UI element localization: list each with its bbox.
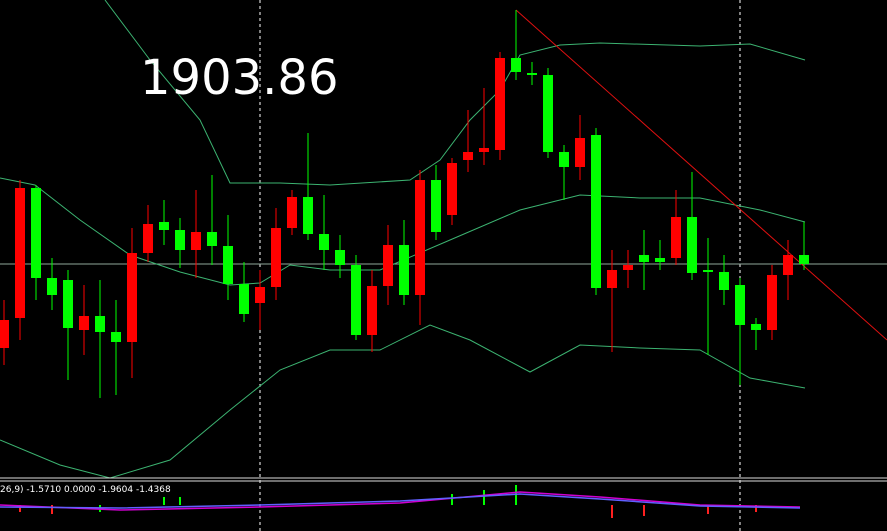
candle-body — [767, 275, 777, 330]
candles — [0, 10, 809, 398]
candle-body — [511, 58, 521, 72]
candle-body — [111, 332, 121, 342]
candle-body — [287, 197, 297, 228]
candle-body — [559, 152, 569, 167]
candle-body — [79, 316, 89, 330]
candle-body — [335, 250, 345, 265]
candle-body — [351, 265, 361, 335]
candle-body — [383, 245, 393, 286]
candle-body — [127, 253, 137, 342]
candle-body — [527, 73, 537, 75]
candle-body — [255, 287, 265, 303]
candle-body — [479, 148, 489, 152]
candle-body — [495, 58, 505, 150]
candle-body — [591, 135, 601, 288]
candle-body — [223, 246, 233, 284]
candle-body — [575, 138, 585, 167]
candle-body — [0, 320, 9, 348]
price-label: 1903.86 — [140, 50, 339, 106]
candle-body — [623, 265, 633, 270]
indicator-label: 26,9) -1.5710 0.0000 -1.9604 -1.4368 — [0, 485, 171, 495]
candle-body — [319, 234, 329, 250]
candle-body — [751, 324, 761, 330]
candle-body — [639, 255, 649, 262]
candle-body — [655, 258, 665, 262]
candle-body — [463, 152, 473, 160]
candle-body — [271, 228, 281, 287]
candle-body — [607, 270, 617, 288]
candle-body — [159, 222, 169, 230]
candle-body — [799, 255, 809, 264]
candle-body — [703, 270, 713, 272]
macd-line — [0, 493, 801, 509]
candle-body — [687, 217, 697, 273]
lower-band — [0, 324, 806, 479]
candle-body — [415, 180, 425, 295]
candle-body — [431, 180, 441, 232]
candle-body — [671, 217, 681, 258]
candle-body — [63, 280, 73, 328]
candle-body — [719, 272, 729, 290]
candle-body — [143, 224, 153, 253]
candle-body — [31, 188, 41, 278]
upper-band — [104, 0, 806, 186]
candle-body — [175, 230, 185, 250]
candle-body — [191, 232, 201, 250]
candle-body — [47, 278, 57, 295]
candle-body — [303, 197, 313, 234]
candle-body — [783, 255, 793, 275]
candle-body — [207, 232, 217, 246]
middle-band — [0, 177, 806, 286]
trend-line — [515, 9, 887, 341]
candle-body — [735, 285, 745, 325]
candle-body — [239, 284, 249, 314]
candle-body — [367, 286, 377, 335]
candle-body — [543, 75, 553, 152]
candle-body — [15, 188, 25, 318]
candle-body — [95, 316, 105, 332]
candle-body — [447, 163, 457, 215]
candle-body — [399, 245, 409, 295]
